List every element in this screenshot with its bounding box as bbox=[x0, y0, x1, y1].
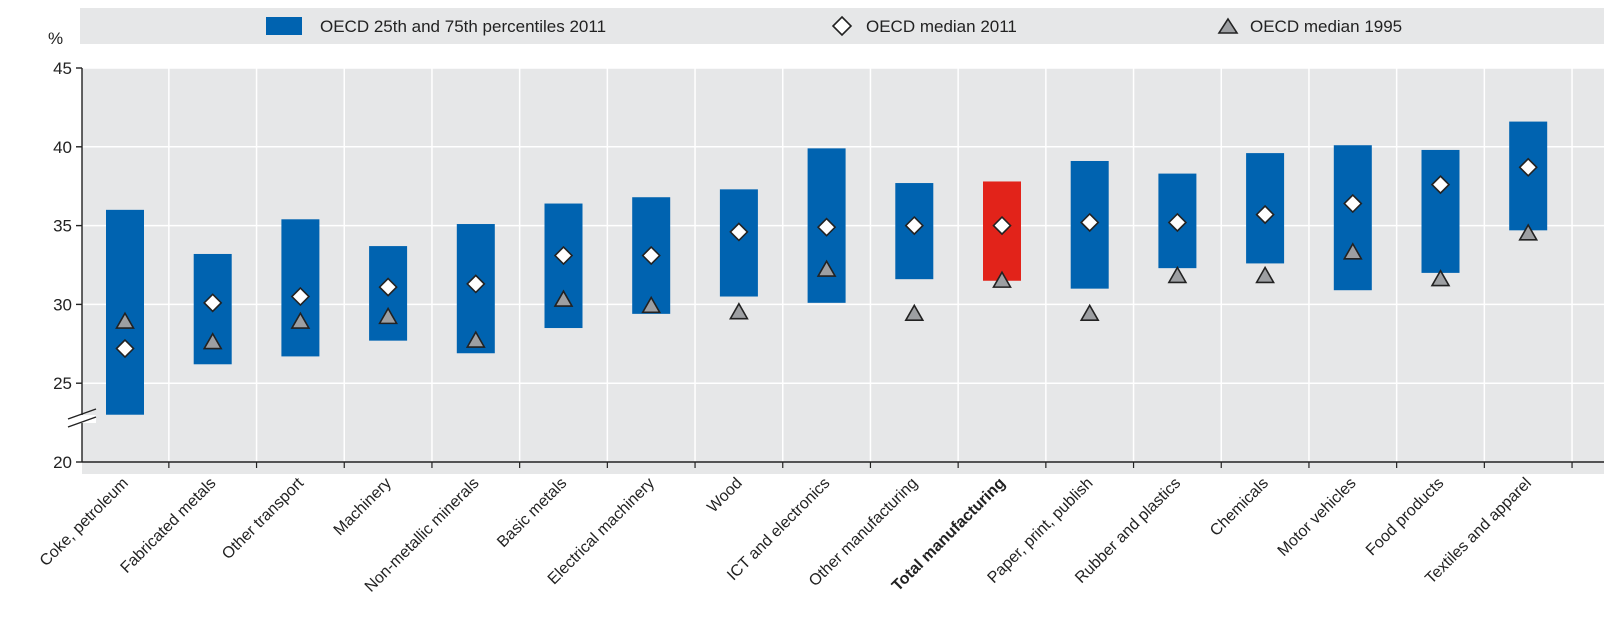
median-2011-marker bbox=[992, 215, 1012, 236]
median-1995-marker bbox=[1518, 223, 1539, 241]
median-2011-marker bbox=[290, 286, 311, 307]
legend: OECD 25th and 75th percentiles 2011 OECD… bbox=[80, 8, 1604, 44]
median-1995-marker bbox=[290, 311, 311, 329]
median-1995-marker bbox=[904, 303, 925, 322]
data-marks bbox=[106, 121, 1548, 415]
median-1995-marker bbox=[729, 302, 749, 320]
legend-median-2011-label: OECD median 2011 bbox=[866, 17, 1017, 36]
legend-diamond-icon bbox=[831, 15, 853, 37]
range-bar bbox=[1333, 145, 1372, 291]
median-1995-marker bbox=[1167, 265, 1188, 284]
median-2011-marker bbox=[641, 245, 661, 266]
y-tick-label: 40 bbox=[53, 138, 72, 157]
median-1995-marker bbox=[816, 259, 837, 277]
median-2011-marker bbox=[203, 293, 223, 313]
legend-median-1995-label: OECD median 1995 bbox=[1250, 17, 1402, 36]
median-1995-marker bbox=[378, 306, 398, 325]
median-2011-marker bbox=[1255, 204, 1275, 225]
range-bar bbox=[1421, 149, 1460, 273]
median-1995-marker bbox=[202, 332, 223, 350]
median-2011-marker bbox=[1167, 212, 1188, 233]
median-2011-marker bbox=[466, 274, 486, 294]
y-axis: 20 25 30 35 40 45 bbox=[53, 59, 1604, 472]
median-2011-marker bbox=[115, 338, 135, 359]
median-2011-marker bbox=[1430, 174, 1451, 195]
axis-break-gap bbox=[68, 415, 96, 424]
legend-range-swatch bbox=[266, 17, 302, 35]
median-1995-marker bbox=[1342, 242, 1363, 260]
median-2011-marker bbox=[816, 217, 837, 237]
median-2011-marker bbox=[1343, 193, 1363, 214]
median-2011-marker bbox=[729, 222, 749, 242]
y-tick-label: 35 bbox=[53, 217, 72, 236]
y-unit-label: % bbox=[48, 29, 63, 48]
axis-break-line bbox=[67, 416, 97, 428]
median-1995-marker bbox=[992, 270, 1012, 288]
median-2011-marker bbox=[1080, 212, 1100, 233]
median-2011-marker bbox=[378, 277, 398, 297]
median-1995-marker bbox=[1079, 303, 1100, 322]
y-tick-label: 20 bbox=[53, 453, 72, 472]
legend-range-label: OECD 25th and 75th percentiles 2011 bbox=[320, 17, 606, 36]
range-bar bbox=[544, 203, 583, 329]
median-2011-marker bbox=[553, 245, 574, 266]
median-2011-marker bbox=[904, 215, 924, 236]
median-1995-marker bbox=[465, 330, 486, 348]
y-tick-label: 25 bbox=[53, 374, 72, 393]
median-1995-marker bbox=[553, 289, 574, 307]
y-tick-label: 45 bbox=[53, 59, 72, 78]
axis-break-line bbox=[67, 408, 97, 420]
median-1995-marker bbox=[641, 295, 662, 314]
median-2011-marker bbox=[1518, 157, 1538, 177]
range-bar bbox=[719, 189, 758, 297]
median-1995-marker bbox=[1430, 269, 1451, 287]
legend-triangle-icon bbox=[1217, 17, 1239, 34]
median-1995-marker bbox=[115, 311, 135, 329]
y-tick-label: 30 bbox=[53, 295, 72, 314]
median-1995-marker bbox=[1255, 265, 1275, 284]
